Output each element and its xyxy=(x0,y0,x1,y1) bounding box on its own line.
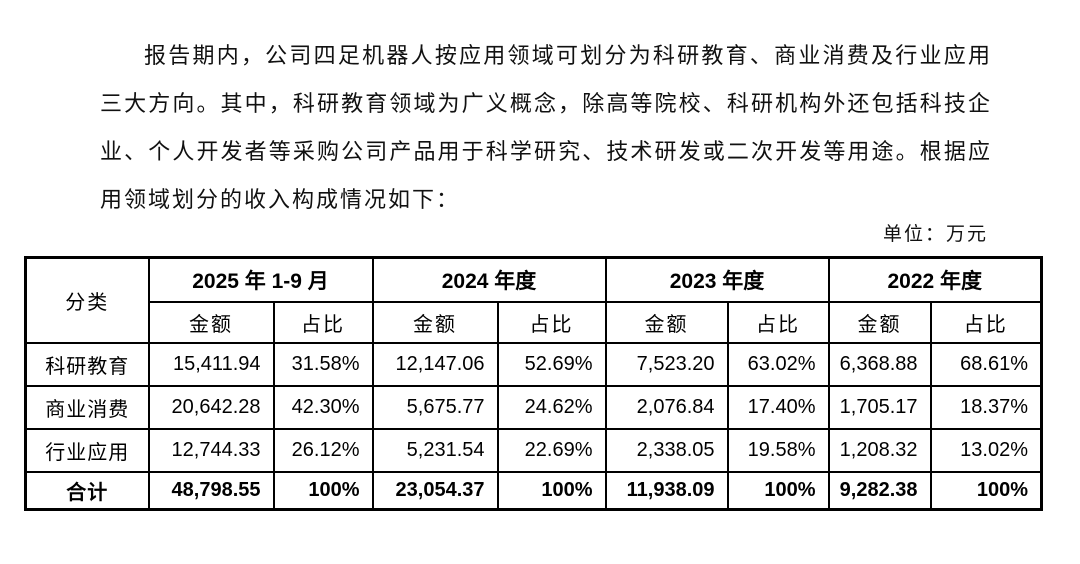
cell-value: 26.12% xyxy=(272,427,374,473)
cell-value: 48,798.55 xyxy=(147,470,275,511)
intro-paragraph: 报告期内，公司四足机器人按应用领域可划分为科研教育、商业消费及行业应用三大方向。… xyxy=(100,43,992,212)
header-amount-2022: 金额 xyxy=(827,300,932,344)
cell-value: 52.69% xyxy=(496,341,607,387)
header-ratio-2024: 占比 xyxy=(496,300,607,344)
cell-value: 24.62% xyxy=(496,384,607,430)
header-period-2023: 2023 年度 xyxy=(604,256,830,303)
cell-value: 6,368.88 xyxy=(827,341,932,387)
cell-value: 13.02% xyxy=(929,427,1043,473)
table-row: 行业应用 12,744.33 26.12% 5,231.54 22.69% 2,… xyxy=(24,427,1043,473)
table-header-subcol-row: 金额 占比 金额 占比 金额 占比 金额 占比 xyxy=(26,300,1043,344)
table-header-period-row: 分类 2025 年 1-9 月 2024 年度 2023 年度 2022 年度 xyxy=(24,256,1043,344)
row-category: 科研教育 xyxy=(24,341,150,387)
cell-value: 7,523.20 xyxy=(604,341,729,387)
cell-value: 63.02% xyxy=(726,341,830,387)
cell-value: 5,675.77 xyxy=(371,384,499,430)
row-category: 行业应用 xyxy=(24,427,150,473)
cell-value: 42.30% xyxy=(272,384,374,430)
cell-value: 9,282.38 xyxy=(827,470,932,511)
row-category: 商业消费 xyxy=(24,384,150,430)
cell-value: 100% xyxy=(272,470,374,511)
cell-value: 2,338.05 xyxy=(604,427,729,473)
header-ratio-2025: 占比 xyxy=(272,300,374,344)
header-period-2024: 2024 年度 xyxy=(371,256,607,303)
cell-value: 2,076.84 xyxy=(604,384,729,430)
cell-value: 22.69% xyxy=(496,427,607,473)
cell-value: 100% xyxy=(726,470,830,511)
header-amount-2025: 金额 xyxy=(147,300,275,344)
header-period-2022: 2022 年度 xyxy=(827,256,1043,303)
cell-value: 31.58% xyxy=(272,341,374,387)
cell-value: 18.37% xyxy=(929,384,1043,430)
header-amount-2023: 金额 xyxy=(604,300,729,344)
cell-value: 100% xyxy=(929,470,1043,511)
table-row: 科研教育 15,411.94 31.58% 12,147.06 52.69% 7… xyxy=(24,341,1043,387)
cell-value: 12,744.33 xyxy=(147,427,275,473)
header-period-2025: 2025 年 1-9 月 xyxy=(147,256,374,303)
revenue-by-application-table: 分类 2025 年 1-9 月 2024 年度 2023 年度 2022 年度 … xyxy=(24,256,1044,511)
cell-value: 68.61% xyxy=(929,341,1043,387)
cell-value: 12,147.06 xyxy=(371,341,499,387)
header-ratio-2022: 占比 xyxy=(929,300,1043,344)
cell-value: 15,411.94 xyxy=(147,341,275,387)
header-category: 分类 xyxy=(24,256,150,344)
cell-value: 1,705.17 xyxy=(827,384,932,430)
row-category-total: 合计 xyxy=(24,470,150,511)
cell-value: 11,938.09 xyxy=(604,470,729,511)
cell-value: 19.58% xyxy=(726,427,830,473)
table-total-row: 合计 48,798.55 100% 23,054.37 100% 11,938.… xyxy=(24,470,1043,511)
cell-value: 100% xyxy=(496,470,607,511)
header-ratio-2023: 占比 xyxy=(726,300,830,344)
header-amount-2024: 金额 xyxy=(371,300,499,344)
unit-label: 单位：万元 xyxy=(882,224,988,245)
cell-value: 5,231.54 xyxy=(371,427,499,473)
cell-value: 23,054.37 xyxy=(371,470,499,511)
cell-value: 17.40% xyxy=(726,384,830,430)
cell-value: 1,208.32 xyxy=(827,427,932,473)
table-row: 商业消费 20,642.28 42.30% 5,675.77 24.62% 2,… xyxy=(24,384,1043,430)
cell-value: 20,642.28 xyxy=(147,384,275,430)
